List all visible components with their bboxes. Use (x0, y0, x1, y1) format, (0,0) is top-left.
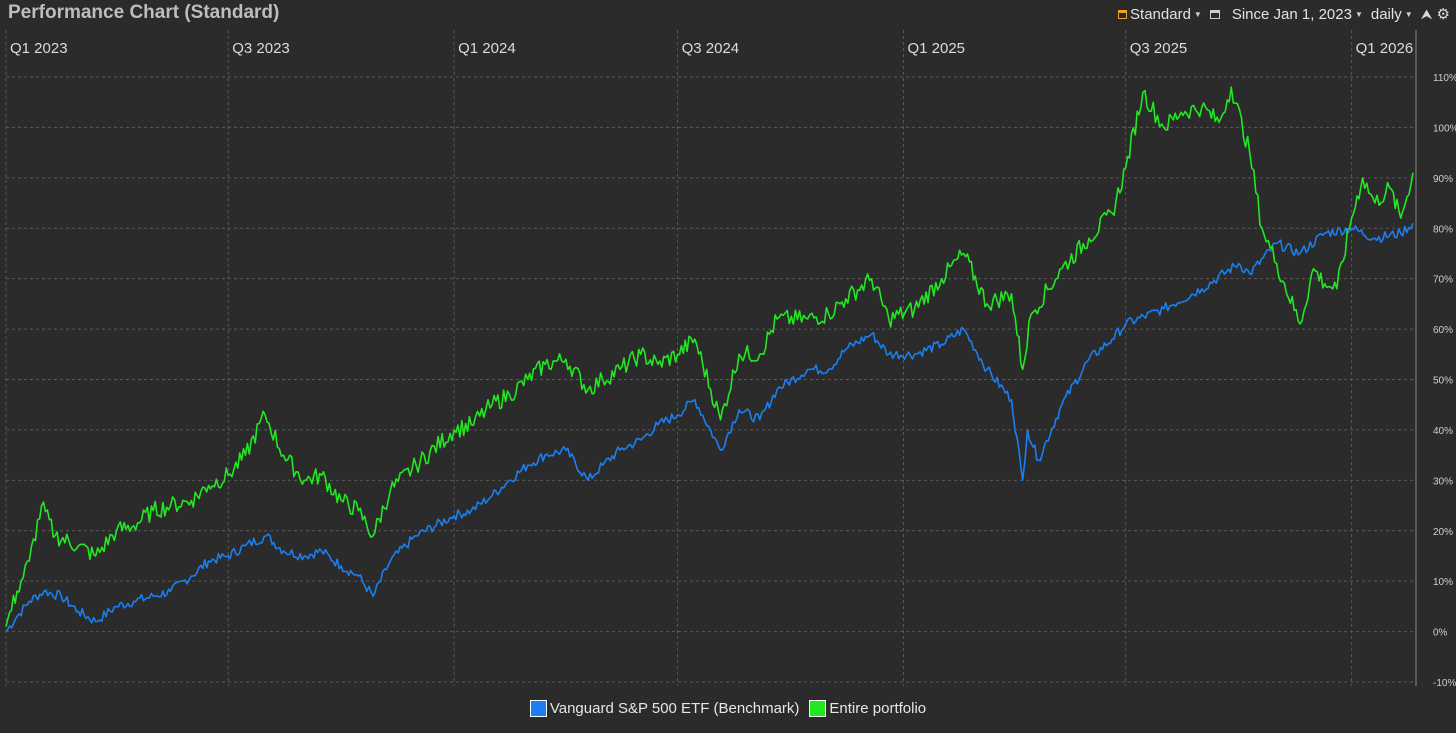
chart-toolbar: Standard ▼ Since Jan 1, 2023 ▼ daily ▼ ⮝… (1118, 4, 1450, 24)
chart-legend: Vanguard S&P 500 ETF (Benchmark) Entire … (0, 700, 1456, 717)
y-tick-label: 90% (1433, 174, 1453, 185)
chevron-down-icon: ▼ (1354, 9, 1363, 19)
gear-icon[interactable]: ⚙ (1436, 6, 1450, 23)
label-layer: -10% 0% 10% 20% 30% 40% 50% 60% 70% 80% 90% 100% 110… (10, 40, 1456, 689)
x-tick-label: Q3 2025 (1130, 40, 1188, 57)
y-tick-label: 110% (1433, 73, 1456, 84)
y-tick-label: 50% (1433, 376, 1453, 387)
date-range-dropdown[interactable]: Since Jan 1, 2023 ▼ (1232, 6, 1363, 23)
export-icon[interactable]: ⮝ (1420, 5, 1433, 22)
legend-label-portfolio: Entire portfolio (829, 700, 927, 717)
y-tick-label: 40% (1433, 426, 1453, 437)
legend-item-portfolio[interactable]: Entire portfolio (809, 700, 926, 717)
interval-dropdown[interactable]: daily ▼ (1371, 6, 1413, 23)
calendar-icon[interactable] (1209, 9, 1220, 19)
y-tick-label: 20% (1433, 527, 1453, 538)
y-tick-label: 80% (1433, 224, 1453, 235)
x-tick-label: Q1 2026 (1356, 40, 1414, 57)
x-tick-label: Q1 2025 (907, 40, 965, 57)
y-tick-label: 100% (1433, 123, 1456, 134)
y-tick-label: -10% (1433, 678, 1456, 689)
portfolio-series-line (5, 86, 1414, 627)
x-tick-label: Q3 2024 (682, 40, 740, 57)
x-tick-label: Q1 2023 (10, 40, 68, 57)
y-tick-label: 70% (1433, 275, 1453, 286)
y-tick-label: 60% (1433, 325, 1453, 336)
interval-label: daily (1370, 5, 1402, 23)
benchmark-series-line (5, 222, 1414, 633)
x-tick-label: Q3 2023 (232, 40, 290, 57)
series-layer (5, 86, 1414, 633)
x-tick-label: Q1 2024 (458, 40, 516, 57)
chart-mode-dropdown[interactable]: Standard ▼ (1118, 6, 1202, 23)
legend-swatch-portfolio (809, 700, 827, 717)
chart-title: Performance Chart (Standard) (8, 2, 280, 23)
y-tick-label: 30% (1433, 476, 1453, 487)
chevron-down-icon: ▼ (1404, 9, 1413, 19)
performance-chart[interactable]: -10% 0% 10% 20% 30% 40% 50% 60% 70% 80% 90% 100% 110… (0, 0, 1456, 700)
chevron-down-icon: ▼ (1193, 9, 1202, 19)
legend-label-benchmark: Vanguard S&P 500 ETF (Benchmark) (549, 700, 800, 717)
date-range-label: Since Jan 1, 2023 (1231, 5, 1352, 23)
grid-layer (5, 30, 1417, 686)
y-tick-label: 0% (1433, 628, 1448, 639)
legend-item-benchmark[interactable]: Vanguard S&P 500 ETF (Benchmark) (529, 700, 800, 717)
chart-mode-label: Standard (1130, 5, 1191, 23)
y-tick-label: 10% (1433, 577, 1453, 588)
chart-standard-icon (1118, 9, 1128, 19)
legend-swatch-benchmark (529, 700, 547, 717)
